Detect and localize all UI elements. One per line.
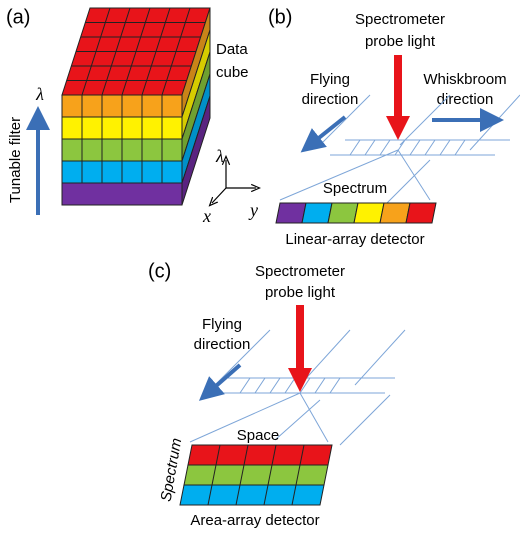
spectrum-label: Spectrum xyxy=(323,180,387,197)
panel-b: (b) Spectrometer probe light Flying dire… xyxy=(268,6,520,248)
cube-label: cube xyxy=(216,64,249,81)
filter-label: Tunable filter xyxy=(7,117,24,203)
space-label: Space xyxy=(237,427,280,444)
panel-a: (a) Data cube Tunable filter λ λ x y xyxy=(6,6,258,226)
flying-arrow xyxy=(198,363,242,401)
axis-label: λ xyxy=(215,146,224,166)
panel-c: (c) Spectrometer probe light Flying dire… xyxy=(148,260,406,529)
light-label: Spectrometer xyxy=(255,263,345,280)
cube-label: Data xyxy=(216,41,248,58)
flying-label: direction xyxy=(302,91,359,108)
axes xyxy=(212,160,256,203)
flying-label: Flying xyxy=(202,316,242,333)
flying-label: direction xyxy=(194,336,251,353)
detector-label: Linear-array detector xyxy=(285,231,424,248)
linear-detector xyxy=(275,202,437,224)
scan-plane xyxy=(279,94,520,211)
light-label: Spectrometer xyxy=(355,11,445,28)
light-label: probe light xyxy=(365,33,436,50)
panel-label: (a) xyxy=(6,6,30,28)
whiskbroom-label: Whiskbroom xyxy=(423,71,506,88)
area-detector xyxy=(179,444,333,506)
filter-symbol: λ xyxy=(35,84,44,104)
flying-label: Flying xyxy=(310,71,350,88)
whiskbroom-label: direction xyxy=(437,91,494,108)
axis-label: x xyxy=(202,206,211,226)
spectrum-label: Spectrum xyxy=(158,437,186,503)
panel-label: (c) xyxy=(148,260,171,282)
data-cube xyxy=(61,7,211,206)
panel-label: (b) xyxy=(268,6,292,28)
detector-label: Area-array detector xyxy=(190,512,319,529)
flying-arrow xyxy=(300,115,347,153)
light-label: probe light xyxy=(265,284,336,301)
axis-label: y xyxy=(248,200,258,220)
